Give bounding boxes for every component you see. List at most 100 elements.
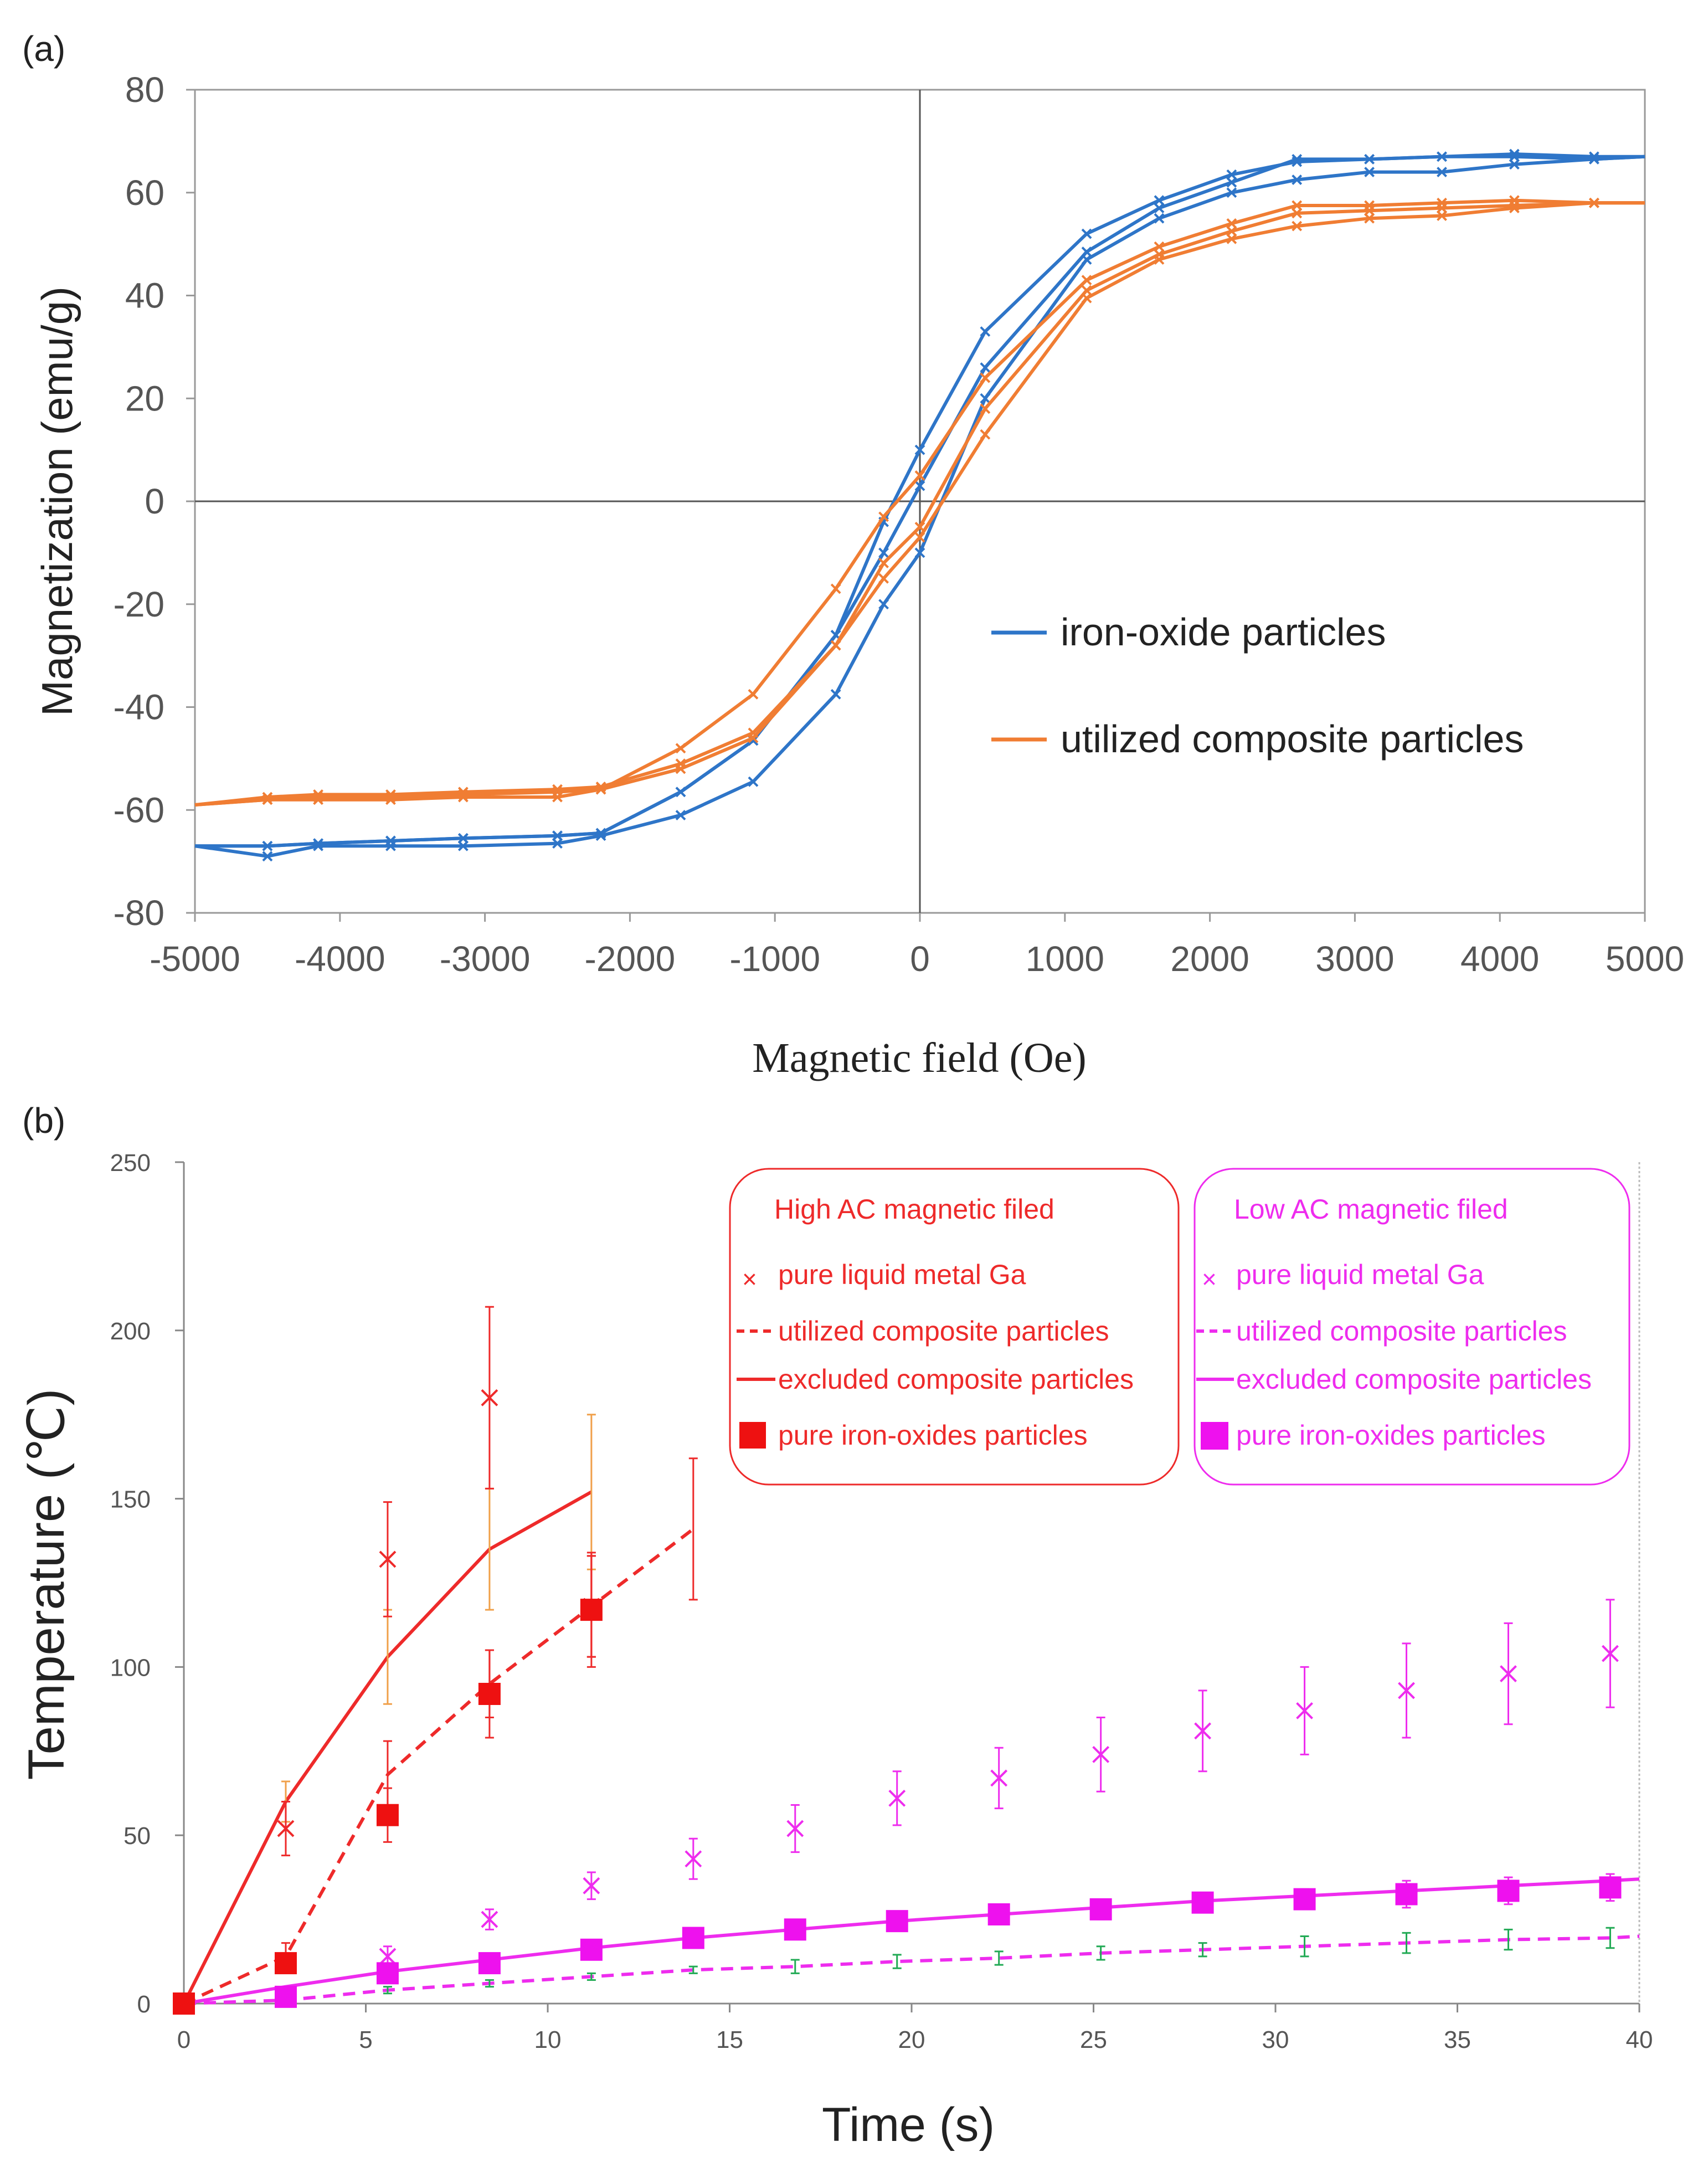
chart-a-xlabel: Magnetic field (Oe) bbox=[752, 1035, 1087, 1081]
chart-a-data-point bbox=[675, 787, 686, 798]
chart-b-square-point bbox=[886, 1910, 908, 1933]
chart-a-data-point bbox=[1226, 177, 1237, 188]
chart-a-data-point bbox=[1364, 153, 1375, 165]
chart-b-xtick-label: 20 bbox=[898, 2026, 925, 2053]
chart-a-xtick-label: -1000 bbox=[729, 939, 820, 979]
chart-b-square-point bbox=[682, 1927, 704, 1949]
chart-b-x-point bbox=[583, 1877, 600, 1894]
chart-b-square-point bbox=[1191, 1891, 1214, 1914]
chart-a-data-point bbox=[830, 640, 841, 651]
legend-b-low-box bbox=[1193, 1168, 1630, 1486]
chart-a-data-point bbox=[595, 782, 606, 792]
chart-a-xtick-label: 5000 bbox=[1606, 939, 1684, 979]
chart-a-ytick-label: 80 bbox=[125, 70, 164, 110]
chart-b-x-point bbox=[1194, 1722, 1212, 1740]
chart-a-data-point bbox=[457, 833, 469, 844]
legend-b-low-title: Low AC magnetic filed bbox=[1234, 1194, 1508, 1225]
chart-b-ylabel: Temperature (℃) bbox=[18, 1389, 75, 1780]
chart-a-data-point bbox=[980, 362, 991, 373]
chart-a-data-point bbox=[1154, 213, 1165, 224]
chart-b-x-point bbox=[990, 1769, 1008, 1787]
chart-a-xtick-label: 4000 bbox=[1460, 939, 1539, 979]
chart-a-data-point bbox=[1292, 174, 1303, 185]
chart-a-data-point bbox=[1154, 195, 1165, 206]
chart-b-square-point bbox=[376, 1804, 399, 1826]
chart-b-x-point bbox=[1092, 1745, 1110, 1763]
panel-a-label: (a) bbox=[22, 29, 65, 69]
chart-a-data-point bbox=[1292, 208, 1303, 219]
chart-a-data-point bbox=[313, 838, 323, 849]
chart-a-data-point bbox=[552, 838, 563, 849]
chart-b-ytick-label: 100 bbox=[110, 1654, 151, 1681]
chart-b-x-point bbox=[1500, 1665, 1517, 1682]
chart-a-xtick-label: 3000 bbox=[1315, 939, 1394, 979]
chart-a-data-point bbox=[552, 784, 563, 795]
chart-a-data-point bbox=[262, 792, 273, 803]
chart-a-data-point bbox=[1081, 275, 1092, 286]
chart-a-data-point bbox=[1437, 203, 1447, 214]
chart-b-ytick-label: 150 bbox=[110, 1486, 151, 1513]
chart-b-xtick-label: 30 bbox=[1262, 2026, 1289, 2053]
chart-a-ytick-label: -40 bbox=[114, 687, 165, 727]
legend-b-high-label-ga: pure liquid metal Ga bbox=[778, 1259, 1026, 1290]
chart-a-legend: iron-oxide particles utilized composite … bbox=[991, 610, 1524, 761]
chart-a-xtick-label: 2000 bbox=[1170, 939, 1249, 979]
chart-b-xtick-label: 15 bbox=[716, 2026, 743, 2053]
chart-a-data-point bbox=[1364, 205, 1375, 216]
chart-b-x-point bbox=[1602, 1645, 1619, 1662]
chart-b-square-point bbox=[1599, 1876, 1622, 1899]
chart-a-series-line bbox=[194, 201, 1645, 807]
chart-b-x-point bbox=[786, 1820, 804, 1837]
legend-b-low-x-marker: × bbox=[1202, 1265, 1217, 1293]
chart-a-series-line bbox=[194, 201, 1645, 807]
chart-a-xtick-label: 1000 bbox=[1026, 939, 1104, 979]
legend-b-low-label-utilized: utilized composite particles bbox=[1236, 1316, 1567, 1347]
legend-b-low: Low AC magnetic filed × pure liquid meta… bbox=[1193, 1168, 1630, 1486]
chart-b-square-point bbox=[580, 1938, 603, 1961]
chart-b-x-point bbox=[685, 1850, 702, 1868]
chart-a-data-point bbox=[878, 573, 889, 584]
chart-b: (b) 0 5 10 15 20 25 30 35 40 0 50 100 150 200 250 Time… bbox=[18, 1101, 1653, 2151]
chart-b-xtick-label: 0 bbox=[177, 2026, 191, 2053]
chart-b-xlabel: Time (s) bbox=[822, 2098, 995, 2151]
chart-a-data-point bbox=[1437, 210, 1447, 221]
chart-b-xtick-label: 10 bbox=[534, 2026, 562, 2053]
chart-a-data-point bbox=[1292, 220, 1303, 232]
legend-b-high-square-marker bbox=[739, 1422, 766, 1449]
chart-b-square-point bbox=[274, 1985, 297, 2008]
chart-a-xtick-label: -3000 bbox=[440, 939, 531, 979]
chart-b-x-point bbox=[481, 1911, 498, 1928]
legend-b-high: High AC magnetic filed × pure liquid met… bbox=[729, 1168, 1180, 1486]
chart-a-data-point bbox=[675, 758, 686, 769]
chart-b-series-line bbox=[183, 1934, 1640, 2005]
chart-a-data-point bbox=[1081, 285, 1092, 296]
chart-a-ytick-label: -60 bbox=[114, 790, 165, 830]
chart-b-ytick-label: 50 bbox=[124, 1822, 151, 1850]
chart-a-data-point bbox=[1292, 156, 1303, 167]
chart-a-data-point bbox=[1509, 148, 1520, 160]
chart-a-xtick-label: -2000 bbox=[585, 939, 676, 979]
legend-a-label-composite: utilized composite particles bbox=[1061, 717, 1524, 761]
legend-b-high-x-marker: × bbox=[742, 1265, 757, 1293]
chart-a-data-point bbox=[313, 789, 323, 800]
chart-a-data-point bbox=[552, 792, 563, 803]
chart-a-data-point bbox=[830, 583, 841, 594]
chart-a-ytick-label: 40 bbox=[125, 276, 164, 316]
chart-b-x-point bbox=[481, 1389, 498, 1406]
chart-b-square-point bbox=[1497, 1879, 1520, 1902]
chart-a-data-point bbox=[1437, 167, 1447, 178]
chart-a-data-point bbox=[675, 743, 686, 754]
chart-a-data-point bbox=[1588, 151, 1599, 162]
legend-b-high-box bbox=[729, 1168, 1180, 1486]
chart-a-ylabel: Magnetization (emu/g) bbox=[33, 286, 81, 716]
chart-b-xtick-label: 35 bbox=[1444, 2026, 1471, 2053]
chart-b-x-point bbox=[379, 1948, 397, 1965]
chart-a-xtick-label: -4000 bbox=[295, 939, 385, 979]
chart-a-data-point bbox=[914, 547, 925, 558]
chart-a-data-point bbox=[980, 326, 991, 337]
chart-a-ytick-label: 20 bbox=[125, 378, 164, 418]
chart-b-xtick-label: 5 bbox=[359, 2026, 372, 2053]
chart-a-ytick-label: -80 bbox=[114, 893, 165, 933]
legend-b-low-square-marker bbox=[1201, 1422, 1228, 1450]
chart-a-data-point bbox=[1154, 249, 1165, 260]
